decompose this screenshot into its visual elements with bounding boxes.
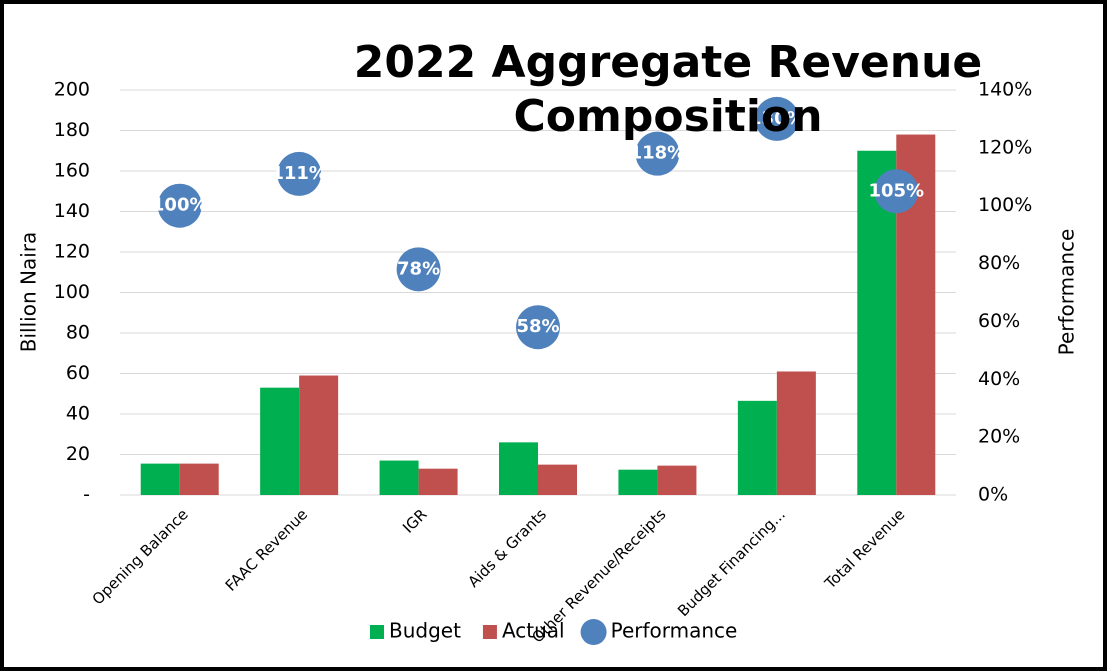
bar [618,469,658,495]
yticks-label: 80 [66,322,90,344]
legend-marker [370,625,384,639]
legend-label: Budget [389,619,461,643]
bar [418,468,458,495]
data-label: 100% [152,195,208,216]
bar [657,465,697,495]
performance-marker [874,169,919,214]
legend-label: Performance [611,619,738,643]
data-label: 78% [397,258,440,279]
y2ticks-label: 120% [978,136,1032,158]
data-label: 130% [749,108,805,129]
y2ticks-label: 60% [978,310,1020,332]
legend-marker [580,619,607,645]
performance-marker [516,305,560,350]
legend-marker [482,625,497,639]
yticks-label: 140 [54,200,90,222]
performance-marker [396,247,441,292]
chart-title: 2022 Aggregate Revenue Composition [353,37,983,142]
y2ticks-label: 20% [978,426,1020,448]
y2ticks-label: 140% [978,79,1032,101]
performance-marker [157,183,202,228]
yticks-label: 120 [54,241,90,263]
bar [776,371,816,495]
bar [737,400,777,495]
y2ticks-label: 80% [978,252,1020,274]
y2-axis-title: Performance [1055,229,1079,356]
bar [299,375,339,495]
bar [179,463,219,495]
y2ticks-label: 0% [978,484,1008,506]
performance-marker [754,96,799,141]
yticks-label: 40 [66,403,90,425]
y2ticks-label: 100% [978,194,1032,216]
data-label: 58% [516,316,559,337]
y-axis-title: Billion Naira [17,232,41,352]
yticks-label: - [83,484,90,506]
yticks-label: 60 [66,362,90,384]
bar [499,442,538,495]
yticks-label: 20 [66,443,90,465]
bar [140,463,180,495]
yticks-label: 180 [54,119,90,141]
performance-marker [277,151,322,196]
legend-label: Actual [502,619,565,643]
y2ticks-label: 40% [978,368,1020,390]
data-label: 118% [630,143,686,164]
yticks-label: 160 [54,160,90,182]
data-label: 105% [868,180,924,201]
data-label: 111% [271,163,327,184]
bar [379,460,419,495]
performance-marker [635,131,680,176]
yticks-label: 200 [54,79,90,101]
yticks-label: 100 [54,281,90,303]
bar [260,387,300,495]
bar [538,464,577,495]
